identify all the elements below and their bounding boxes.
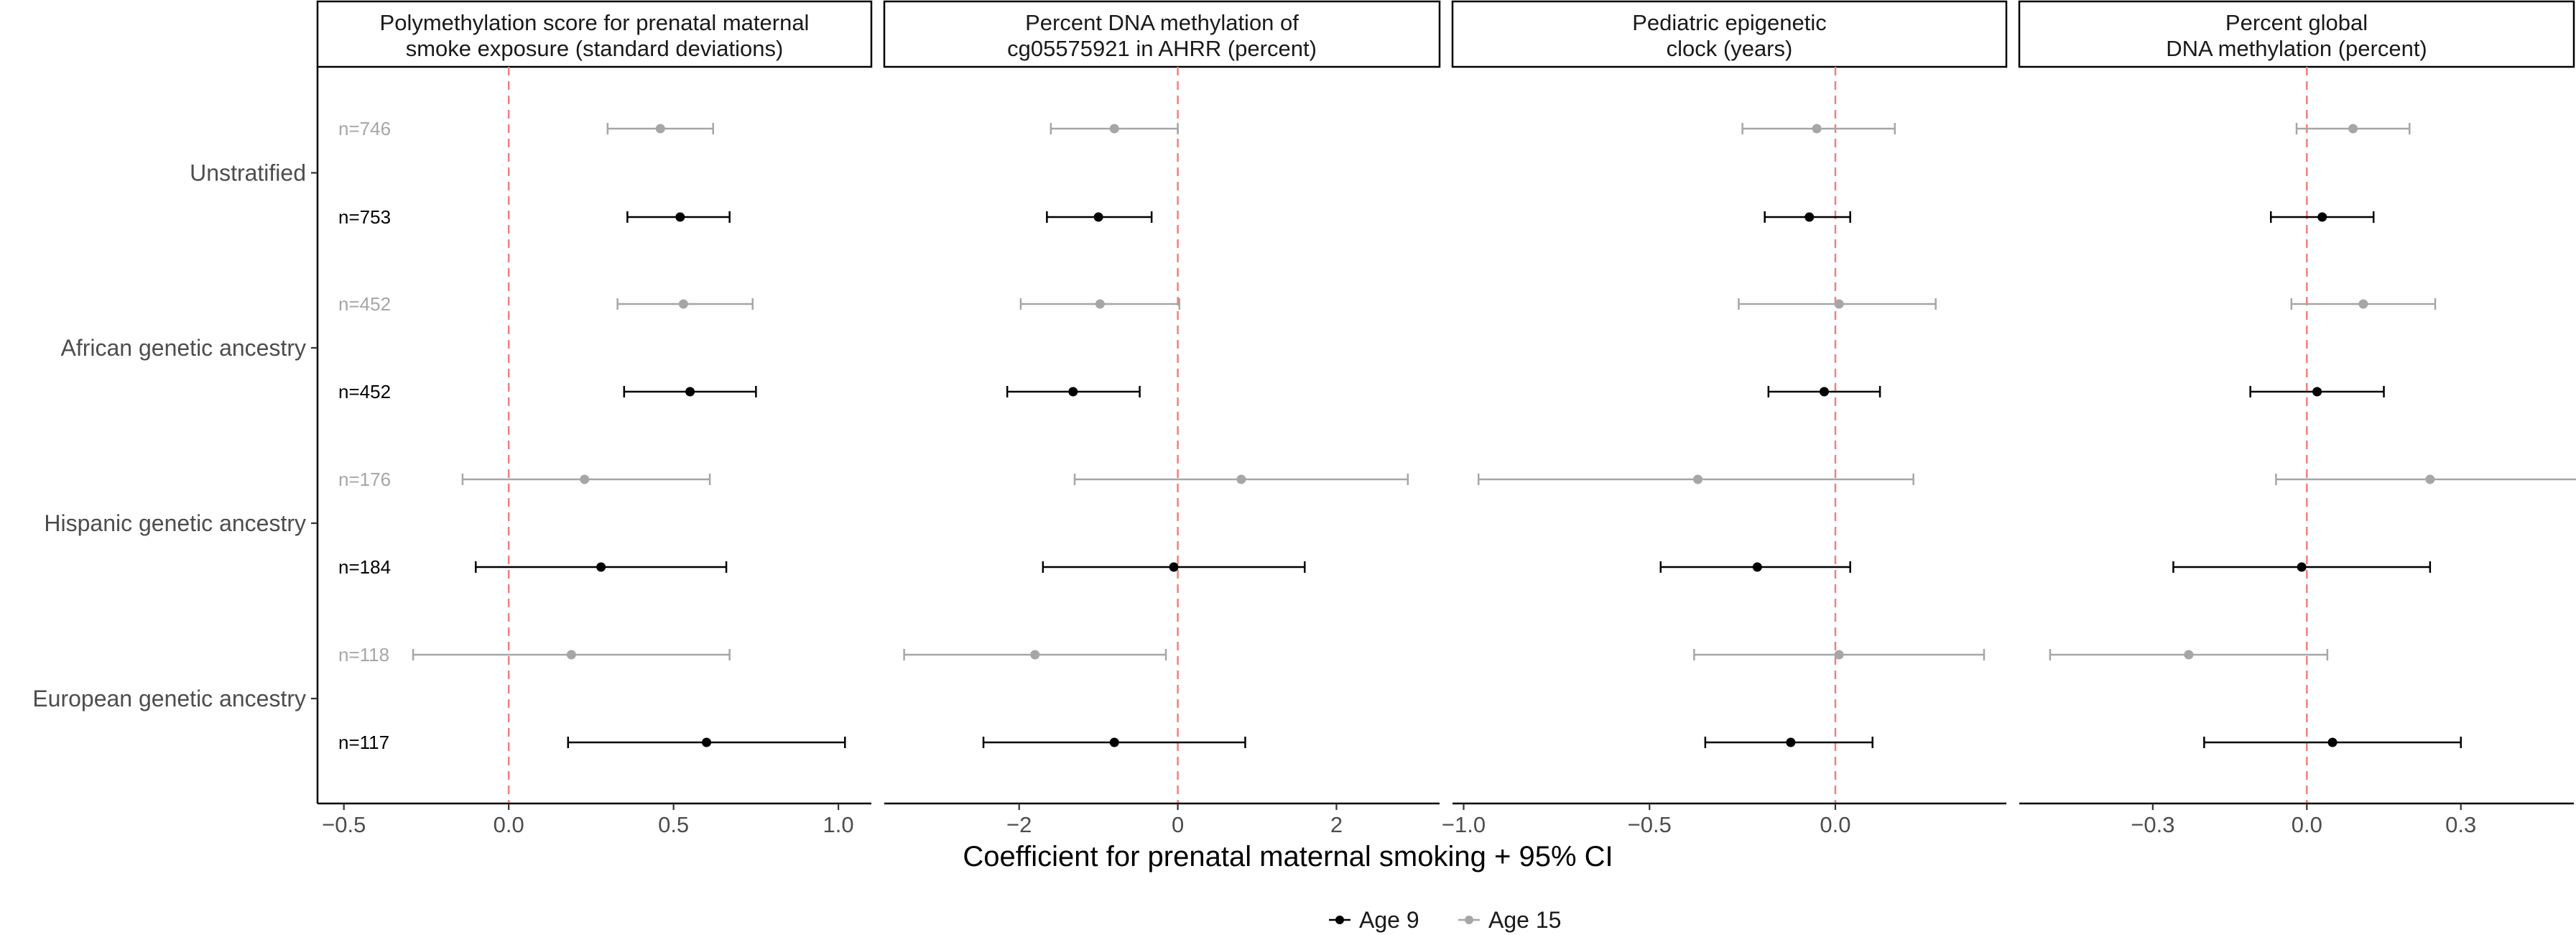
legend-label: Age 9 xyxy=(1359,907,1419,933)
x-tick-label: −0.5 xyxy=(322,812,366,837)
x-tick-label: 0 xyxy=(1172,812,1184,837)
y-tick-label: European genetic ancestry xyxy=(32,686,306,711)
sample-size-label: n=452 xyxy=(338,293,391,315)
point-estimate xyxy=(1693,474,1703,484)
point-estimate xyxy=(2327,737,2338,747)
point-estimate xyxy=(1812,124,1822,134)
x-tick-label: −2 xyxy=(1006,812,1032,837)
point-estimate xyxy=(1169,562,1179,572)
legend-label: Age 15 xyxy=(1488,907,1561,933)
point-estimate xyxy=(2348,124,2358,134)
point-estimate xyxy=(1095,299,1105,309)
x-tick-label: 0.5 xyxy=(658,812,689,837)
point-estimate xyxy=(1819,387,1829,397)
x-tick-label: 0.0 xyxy=(2292,812,2322,837)
panel-title-line: Percent global xyxy=(2225,10,2368,35)
y-tick-label: African genetic ancestry xyxy=(61,335,307,361)
x-axis-title: Coefficient for prenatal maternal smokin… xyxy=(963,841,1613,872)
x-tick-label: 2 xyxy=(1330,812,1343,837)
point-estimate xyxy=(1834,650,1844,660)
x-tick-label: 1.0 xyxy=(823,812,854,837)
point-estimate xyxy=(1109,124,1119,134)
point-estimate xyxy=(702,737,712,747)
x-tick-label: 0.0 xyxy=(494,812,524,837)
panel-title-line: DNA methylation (percent) xyxy=(2166,36,2427,61)
point-estimate xyxy=(1236,474,1246,484)
panel-title-line: smoke exposure (standard deviations) xyxy=(406,36,784,61)
point-estimate xyxy=(2317,212,2327,222)
point-estimate xyxy=(685,387,695,397)
point-estimate xyxy=(1109,737,1119,747)
panel-title-line: Percent DNA methylation of xyxy=(1025,10,1299,35)
point-estimate xyxy=(1068,387,1078,397)
point-estimate xyxy=(2184,650,2194,660)
legend: Age 9 Age 15 xyxy=(1329,907,1561,933)
point-estimate xyxy=(675,212,685,222)
point-estimate xyxy=(655,124,665,134)
legend-item: Age 15 xyxy=(1458,907,1561,933)
point-estimate xyxy=(566,650,576,660)
legend-key-point xyxy=(1335,916,1344,924)
point-estimate xyxy=(596,562,606,572)
point-estimate xyxy=(1786,737,1796,747)
point-estimate xyxy=(1834,299,1844,309)
sample-size-label: n=176 xyxy=(338,469,391,490)
legend-key-point xyxy=(1465,916,1473,924)
point-estimate xyxy=(1752,562,1762,572)
panel-strip xyxy=(316,0,873,68)
sample-size-label: n=746 xyxy=(338,118,391,139)
x-tick-label: 0.3 xyxy=(2445,812,2476,837)
panel-strip xyxy=(2018,0,2575,68)
x-tick-label: 0.0 xyxy=(1820,812,1850,837)
y-tick-label: Unstratified xyxy=(190,160,306,186)
point-estimate xyxy=(1030,650,1040,660)
point-estimate xyxy=(2358,299,2368,309)
point-estimate xyxy=(580,474,590,484)
panel-title-line: Polymethylation score for prenatal mater… xyxy=(380,10,810,35)
point-estimate xyxy=(678,299,688,309)
y-axis-labels: Unstratified African genetic ancestry Hisp… xyxy=(32,160,318,711)
point-estimate xyxy=(2425,474,2435,484)
x-tick-label: −0.5 xyxy=(1628,812,1672,837)
point-estimate xyxy=(1093,212,1103,222)
point-estimate xyxy=(1804,212,1815,222)
point-estimate xyxy=(2297,562,2307,572)
panel-title-line: clock (years) xyxy=(1667,36,1793,61)
sample-size-label: n=117 xyxy=(338,732,389,753)
sample-size-label: n=452 xyxy=(338,381,391,402)
panels-layer: Polymethylation score for prenatal mater… xyxy=(316,0,2576,837)
sample-size-label: n=118 xyxy=(338,644,389,665)
panel-strip xyxy=(1451,0,2008,68)
panel-title-line: Pediatric epigenetic xyxy=(1632,10,1827,35)
legend-item: Age 9 xyxy=(1329,907,1419,933)
panel-strip xyxy=(883,0,1441,68)
point-estimate xyxy=(2312,387,2322,397)
sample-size-label: n=184 xyxy=(338,556,391,578)
y-tick-label: Hispanic genetic ancestry xyxy=(44,510,306,536)
sample-size-label: n=753 xyxy=(338,206,391,228)
panel-1: Polymethylation score for prenatal mater… xyxy=(316,0,873,837)
x-tick-label: −0.3 xyxy=(2131,812,2174,837)
x-tick-label: −1.0 xyxy=(1442,812,1486,837)
panel-title-line: cg05575921 in AHRR (percent) xyxy=(1007,36,1317,61)
